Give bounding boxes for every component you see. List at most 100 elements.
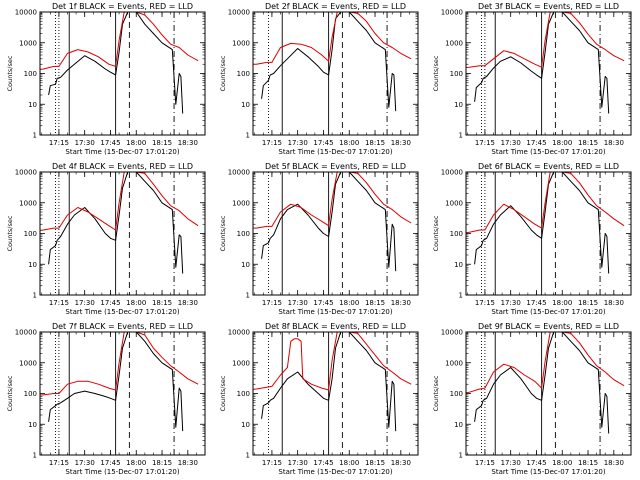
y-tick-label: 100	[450, 390, 463, 398]
series-line-events	[261, 332, 397, 432]
x-tick-label: 18:30	[604, 139, 624, 147]
panel-title: Det 4f BLACK = Events, RED = LLD	[52, 162, 193, 171]
y-tick-label: 10000	[15, 329, 37, 337]
detector-panel: Det 7f BLACK = Events, RED = LLD Counts/s…	[6, 322, 206, 476]
plot-frame	[465, 11, 632, 136]
x-tick-label: 17:15	[475, 139, 495, 147]
y-tick-label: 10	[241, 421, 250, 429]
x-tick-label: 17:15	[49, 139, 69, 147]
y-tick-label: 100	[237, 70, 250, 78]
y-tick-label: 100	[24, 70, 37, 78]
y-tick-label: 10000	[228, 169, 250, 177]
x-tick-label: 17:45	[100, 299, 120, 307]
plot-frame	[252, 331, 419, 456]
x-tick-label: 18:00	[126, 139, 146, 147]
y-tick-label: 1	[246, 132, 250, 140]
x-tick-label: 18:00	[339, 459, 359, 467]
x-tick-label: 18:00	[126, 459, 146, 467]
x-tick-label: 17:15	[49, 459, 69, 467]
detector-panel: Det 1f BLACK = Events, RED = LLD Counts/s…	[6, 2, 206, 156]
plot-frame	[39, 331, 206, 456]
series-line-lld	[253, 332, 412, 391]
plot-frame	[252, 171, 419, 296]
y-tick-label: 100	[24, 230, 37, 238]
detector-panel: Det 2f BLACK = Events, RED = LLD Counts/s…	[219, 2, 419, 156]
y-tick-label: 10	[241, 261, 250, 269]
y-tick-label: 10000	[15, 169, 37, 177]
x-tick-label: 18:15	[365, 139, 385, 147]
series-line-events	[48, 12, 184, 114]
y-tick-label: 100	[237, 390, 250, 398]
x-axis-label: Start Time (15-Dec-07 17:01:20)	[491, 148, 605, 156]
x-tick-label: 17:15	[262, 139, 282, 147]
x-tick-label: 18:30	[391, 139, 411, 147]
x-tick-label: 17:30	[75, 459, 95, 467]
x-tick-label: 18:15	[365, 459, 385, 467]
x-tick-label: 17:30	[75, 299, 95, 307]
y-tick-label: 1000	[232, 39, 250, 47]
series-line-lld	[253, 172, 412, 229]
panel-title: Det 5f BLACK = Events, RED = LLD	[265, 162, 406, 171]
detector-panel: Det 5f BLACK = Events, RED = LLD Counts/s…	[219, 162, 419, 316]
x-tick-label: 17:45	[313, 299, 333, 307]
x-axis-label: Start Time (15-Dec-07 17:01:20)	[278, 468, 392, 476]
series-line-events	[474, 172, 610, 274]
y-tick-label: 1	[33, 132, 37, 140]
series-line-events	[48, 172, 184, 274]
x-tick-label: 17:30	[501, 299, 521, 307]
x-tick-label: 18:30	[604, 299, 624, 307]
x-tick-label: 17:30	[288, 139, 308, 147]
y-tick-label: 1	[459, 452, 463, 460]
y-tick-label: 10000	[441, 169, 463, 177]
x-tick-label: 17:45	[526, 139, 546, 147]
y-tick-label: 100	[237, 230, 250, 238]
x-tick-label: 17:15	[49, 299, 69, 307]
y-tick-label: 1	[459, 292, 463, 300]
x-tick-label: 17:15	[475, 299, 495, 307]
y-tick-label: 10	[454, 101, 463, 109]
y-tick-label: 1	[246, 292, 250, 300]
x-tick-label: 18:15	[152, 299, 172, 307]
y-tick-label: 1	[33, 292, 37, 300]
panel-title: Det 7f BLACK = Events, RED = LLD	[52, 322, 193, 331]
y-axis-label: Counts/sec	[6, 55, 14, 91]
series-line-events	[474, 12, 610, 114]
x-tick-label: 17:45	[526, 299, 546, 307]
panel-title: Det 2f BLACK = Events, RED = LLD	[265, 2, 406, 11]
plot-frame	[465, 331, 632, 456]
detector-panel: Det 8f BLACK = Events, RED = LLD Counts/s…	[219, 322, 419, 476]
y-tick-label: 10000	[228, 329, 250, 337]
y-axis-label: Counts/sec	[6, 375, 14, 411]
y-axis-label: Counts/sec	[432, 375, 440, 411]
x-tick-label: 17:45	[313, 139, 333, 147]
x-tick-label: 18:00	[339, 139, 359, 147]
x-tick-label: 18:15	[152, 139, 172, 147]
y-tick-label: 10000	[441, 9, 463, 17]
x-tick-label: 18:00	[126, 299, 146, 307]
detector-panel: Det 9f BLACK = Events, RED = LLD Counts/s…	[432, 322, 632, 476]
x-tick-label: 18:15	[365, 299, 385, 307]
y-tick-label: 100	[24, 390, 37, 398]
y-tick-label: 1000	[19, 359, 37, 367]
y-tick-label: 1000	[19, 39, 37, 47]
x-axis-label: Start Time (15-Dec-07 17:01:20)	[491, 468, 605, 476]
x-tick-label: 18:00	[552, 459, 572, 467]
series-line-lld	[466, 12, 625, 69]
x-axis-label: Start Time (15-Dec-07 17:01:20)	[278, 308, 392, 316]
x-tick-label: 18:00	[552, 139, 572, 147]
y-tick-label: 1000	[232, 359, 250, 367]
y-axis-label: Counts/sec	[219, 215, 227, 251]
series-line-lld	[40, 12, 199, 70]
x-tick-label: 17:30	[288, 299, 308, 307]
x-tick-label: 17:30	[288, 459, 308, 467]
series-line-events	[261, 12, 397, 112]
plot-frame	[39, 171, 206, 296]
x-tick-label: 18:30	[391, 299, 411, 307]
series-line-lld	[466, 332, 625, 394]
y-axis-label: Counts/sec	[219, 55, 227, 91]
x-tick-label: 18:15	[578, 299, 598, 307]
y-tick-label: 10	[28, 261, 37, 269]
x-tick-label: 18:00	[552, 299, 572, 307]
y-tick-label: 1000	[19, 199, 37, 207]
series-line-lld	[466, 172, 625, 234]
